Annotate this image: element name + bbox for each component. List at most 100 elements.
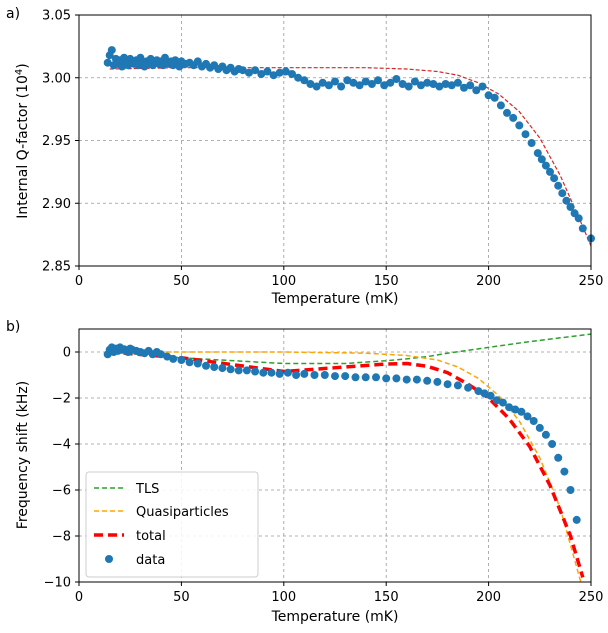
panel-a-data-point [554, 181, 563, 190]
panel-a-data-point [367, 80, 376, 88]
legend-label-total: total [136, 529, 166, 544]
panel-b-data-point [402, 375, 411, 384]
panel-b-x-tick-label-5: 250 [579, 590, 604, 605]
panel-a-data-point [453, 78, 462, 87]
panel-b-data-point [234, 366, 243, 375]
panel-a-y-tick-label-0: 2.85 [42, 260, 71, 275]
legend-label-tls: TLS [135, 482, 159, 497]
panel-a-data-point [257, 70, 266, 78]
panel-b-data-points [103, 343, 581, 524]
panel-b-data-point [535, 423, 544, 432]
panel-a-fit-line [109, 67, 592, 247]
panel-b-model-lines [109, 333, 591, 582]
panel-a-data-point [447, 81, 456, 90]
panel-a-data-point [478, 82, 487, 91]
panel-b-data-point [300, 369, 309, 378]
panel-b-frame [78, 328, 592, 583]
panel-a-data-point [374, 76, 382, 85]
panel-b-data-point [267, 368, 276, 377]
panel-a-data-point [275, 68, 284, 77]
panel-a-data-point [343, 76, 352, 85]
panel-a-y-tick-label-2: 2.95 [42, 134, 71, 149]
panel-b-y-tick-label-2: −6 [52, 484, 71, 499]
panel-a-data-point [107, 46, 116, 55]
panel-a-fit-curve [109, 67, 592, 247]
legend-box [85, 471, 259, 578]
panel-a-data-point [484, 91, 493, 100]
panel-b-data-point [372, 373, 380, 382]
panel-b-x-tick-label-4: 200 [476, 590, 501, 605]
panel-a-y-axis-label-main: Internal Q-factor (10 [15, 75, 31, 219]
panel-b-data-point [453, 381, 462, 390]
panel-b-data-point [480, 389, 489, 398]
panel-b-data-point [341, 372, 350, 381]
panel-a-data-point [294, 73, 303, 82]
panel-a-data-point [410, 77, 419, 86]
panel-a-data-point [349, 78, 358, 87]
panel-b: b) 0 50 100 150 200 250 −10 −8 −6 −4 −2 0 Temperat… [6, 319, 603, 625]
panel-a-grid [79, 14, 591, 267]
panel-b-y-tick-label-1: −8 [52, 530, 71, 545]
panel-b-data-point [361, 373, 370, 382]
panel-a-frame [78, 14, 592, 267]
panel-b-y-axis-label: Frequency shift (kHz) [15, 381, 31, 529]
panel-b-data-point [351, 373, 360, 382]
panel-a-data-point [533, 149, 542, 158]
panel-a-x-tick-label-0: 0 [75, 274, 83, 289]
panel-b-data-point [169, 354, 178, 363]
panel-a-y-axis-label-end: ) [15, 63, 31, 68]
panel-b-data-point [259, 368, 268, 377]
panel-b-x-ticks: 0 50 100 150 200 250 [75, 582, 604, 605]
panel-b-data-point [163, 352, 172, 361]
panel-a-data-point [527, 139, 536, 147]
panel-b-total-line [109, 350, 585, 578]
panel-a-data-point [281, 67, 290, 76]
panel-b-tls-line [109, 333, 591, 365]
panel-b-label: b) [6, 319, 20, 335]
panel-b-data-point [412, 375, 421, 384]
panel-a-data-point [562, 196, 571, 205]
panel-b-data-point [554, 453, 563, 462]
panel-a-data-point [331, 77, 339, 86]
panel-a-data-point [392, 75, 401, 83]
panel-a-data-point [238, 66, 247, 75]
panel-b-data-point [523, 412, 532, 421]
panel-b-data-point [474, 387, 483, 396]
panel-b-data-point [560, 467, 569, 476]
legend-swatch-data [105, 555, 113, 563]
panel-b-data-point [193, 359, 202, 368]
panel-a-data-point [566, 203, 575, 211]
panel-a-data-point [429, 80, 438, 88]
panel-b-x-tick-label-0: 0 [75, 590, 83, 605]
panel-a-data-point [578, 224, 587, 233]
panel-b-quasiparticles-line [109, 351, 582, 582]
panel-a-x-tick-label-3: 150 [374, 274, 399, 289]
panel-a-data-point [558, 189, 567, 198]
panel-a-data-point [472, 86, 481, 95]
panel-a-data-point [441, 80, 450, 88]
panel-a-data-point [269, 71, 278, 80]
panel-b-data-point [541, 430, 550, 439]
panel-a-data-point [546, 167, 554, 176]
panel-a-data-point [312, 82, 321, 91]
panel-b-x-axis-label: Temperature (mK) [271, 609, 399, 625]
panel-a-data-point [509, 113, 518, 122]
panel-b-data-point [423, 376, 432, 385]
panel-a-data-point [435, 82, 444, 91]
panel-a-y-tick-label-4: 3.05 [42, 9, 71, 24]
panel-b-y-tick-label-5: 0 [63, 346, 71, 361]
panel-b-y-ticks: −10 −8 −6 −4 −2 0 [44, 346, 79, 591]
panel-a-data-point [380, 81, 389, 90]
panel-a-data-points [103, 46, 595, 243]
panel-b-data-point [443, 380, 452, 389]
panel-b-data-point [498, 398, 507, 407]
legend-label-data: data [136, 553, 165, 568]
panel-a-y-axis-label-sup: 4 [14, 69, 25, 75]
panel-b-y-tick-label-4: −2 [52, 392, 71, 407]
panel-a-y-tick-label-1: 2.90 [42, 197, 71, 212]
panel-b-data-point [202, 361, 210, 370]
panel-b-data-point [511, 405, 520, 414]
panel-a-x-tick-label-5: 250 [579, 274, 604, 289]
panel-b-data-point [486, 391, 495, 400]
